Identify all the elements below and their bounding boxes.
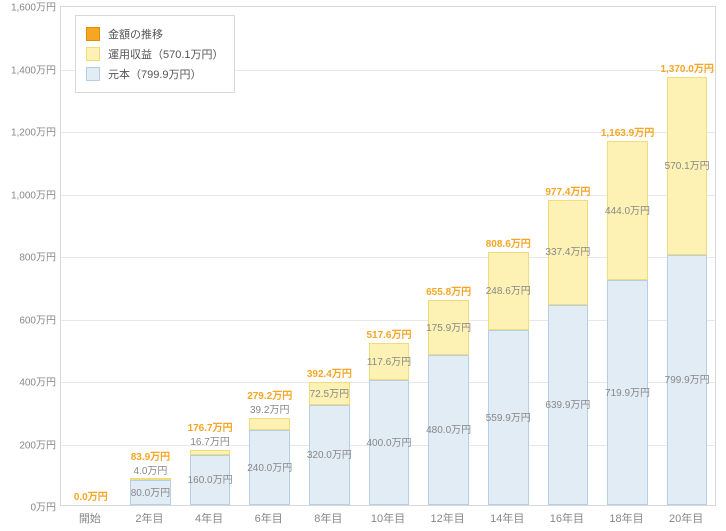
bar-group: 719.9万円444.0万円1,163.9万円: [607, 5, 648, 505]
x-tick-label: 14年目: [490, 510, 524, 526]
x-tick-label: 6年目: [255, 510, 283, 526]
x-tick-label: 16年目: [550, 510, 584, 526]
legend-item-principal: 元本（799.9万円）: [86, 66, 224, 82]
return-value-label: 39.2万円: [245, 401, 294, 416]
y-tick-label: 1,200万円: [1, 124, 56, 139]
x-tick-label: 4年目: [195, 510, 223, 526]
y-tick-label: 0万円: [1, 499, 56, 514]
bar-group: 240.0万円39.2万円279.2万円: [249, 5, 290, 505]
legend-item-trend: 金額の推移: [86, 26, 224, 42]
total-value-label: 83.9万円: [122, 448, 179, 463]
legend-label: 金額の推移: [108, 26, 163, 42]
total-value-label: 176.7万円: [182, 419, 239, 434]
bar-return: [249, 418, 290, 430]
principal-value-label: 559.9万円: [484, 409, 533, 424]
y-tick-label: 1,000万円: [1, 186, 56, 201]
bar-group: 639.9万円337.4万円977.4万円: [548, 5, 589, 505]
bar-group: 400.0万円117.6万円517.6万円: [369, 5, 410, 505]
total-value-label: 977.4万円: [540, 183, 597, 198]
principal-value-label: 160.0万円: [186, 471, 235, 486]
x-tick-label: 8年目: [314, 510, 342, 526]
legend-swatch: [86, 27, 100, 41]
x-tick-label: 2年目: [135, 510, 163, 526]
x-tick-label: 開始: [79, 510, 101, 526]
legend-label: 元本（799.9万円）: [108, 66, 202, 82]
return-value-label: 337.4万円: [544, 243, 593, 258]
legend-item-return: 運用収益（570.1万円）: [86, 46, 224, 62]
total-value-label: 655.8万円: [420, 283, 477, 298]
y-tick-label: 200万円: [1, 436, 56, 451]
legend-label: 運用収益（570.1万円）: [108, 46, 224, 62]
principal-value-label: 240.0万円: [245, 459, 294, 474]
return-value-label: 16.7万円: [186, 433, 235, 448]
legend-swatch: [86, 67, 100, 81]
return-value-label: 248.6万円: [484, 282, 533, 297]
bar-return: [190, 450, 231, 455]
total-value-label: 517.6万円: [361, 326, 418, 341]
bar-group: 480.0万円175.9万円655.8万円: [428, 5, 469, 505]
y-tick-label: 800万円: [1, 249, 56, 264]
return-value-label: 117.6万円: [365, 353, 414, 368]
principal-value-label: 799.9万円: [663, 371, 712, 386]
principal-value-label: 719.9万円: [603, 384, 652, 399]
bar-group: 320.0万円72.5万円392.4万円: [309, 5, 350, 505]
total-value-label: 0.0万円: [62, 488, 119, 503]
investment-growth-chart: 0.0万円 80.0万円 4.0万円83.9万円 160.0万円 16.7万円176.7…: [0, 0, 726, 531]
legend-swatch: [86, 47, 100, 61]
y-tick-label: 1,400万円: [1, 61, 56, 76]
x-tick-label: 12年目: [431, 510, 465, 526]
total-value-label: 279.2万円: [241, 387, 298, 402]
return-value-label: 444.0万円: [603, 202, 652, 217]
y-tick-label: 1,600万円: [1, 0, 56, 14]
return-value-label: 175.9万円: [424, 319, 473, 334]
legend: 金額の推移運用収益（570.1万円） 元本（799.9万円）: [75, 15, 235, 93]
x-tick-label: 18年目: [609, 510, 643, 526]
total-value-label: 808.6万円: [480, 235, 537, 250]
return-value-label: 4.0万円: [126, 462, 175, 477]
bar-group: 559.9万円248.6万円808.6万円: [488, 5, 529, 505]
total-value-label: 392.4万円: [301, 365, 358, 380]
x-tick-label: 20年目: [669, 510, 703, 526]
principal-value-label: 80.0万円: [126, 484, 175, 499]
y-tick-label: 400万円: [1, 374, 56, 389]
return-value-label: 570.1万円: [663, 157, 712, 172]
principal-value-label: 639.9万円: [544, 396, 593, 411]
total-value-label: 1,370.0万円: [659, 60, 716, 75]
total-value-label: 1,163.9万円: [599, 124, 656, 139]
bar-return: [130, 478, 171, 480]
x-tick-label: 10年目: [371, 510, 405, 526]
y-tick-label: 600万円: [1, 311, 56, 326]
principal-value-label: 400.0万円: [365, 434, 414, 449]
principal-value-label: 320.0万円: [305, 446, 354, 461]
return-value-label: 72.5万円: [305, 385, 354, 400]
bar-group: 799.9万円570.1万円1,370.0万円: [667, 5, 708, 505]
principal-value-label: 480.0万円: [424, 421, 473, 436]
